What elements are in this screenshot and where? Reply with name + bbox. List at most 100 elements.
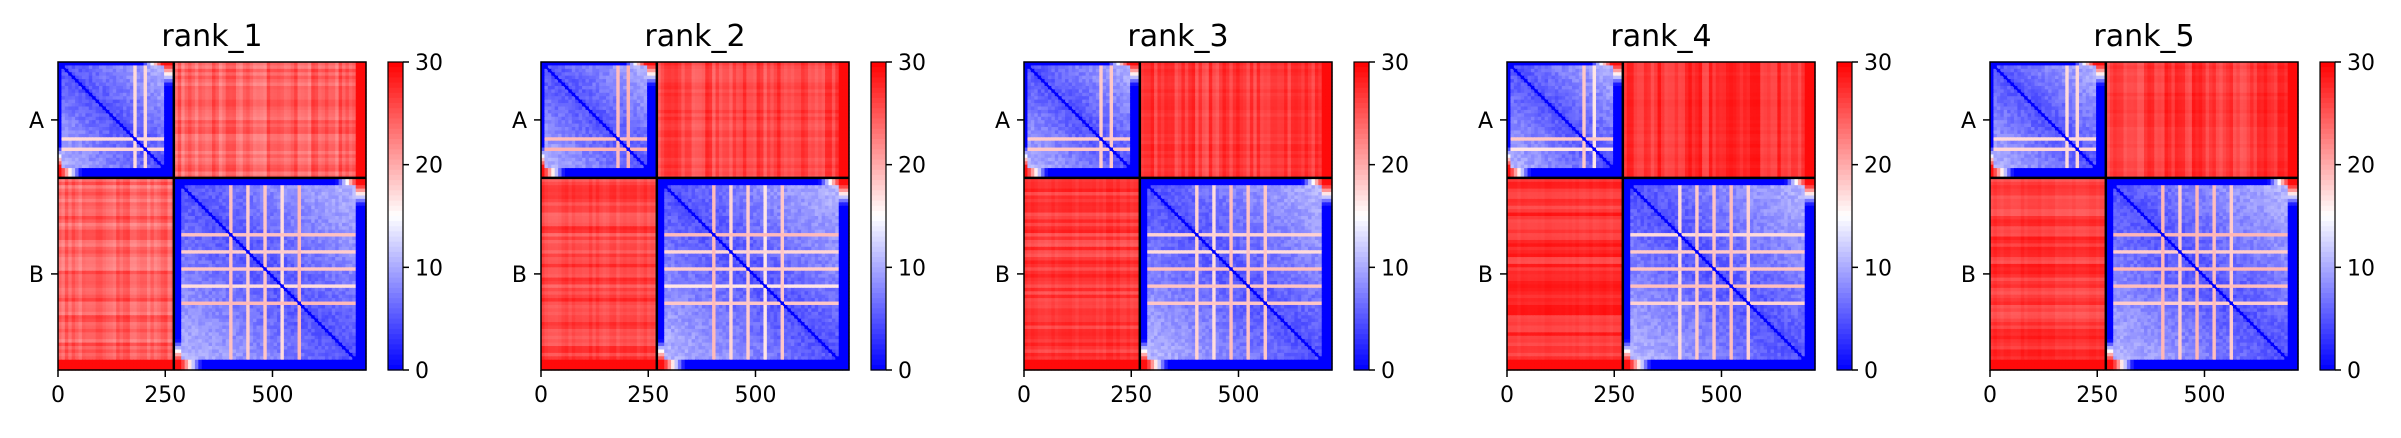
heatmap-cell	[297, 65, 302, 70]
heatmap-cell	[123, 72, 128, 77]
heatmap-cell	[342, 123, 347, 128]
heatmap-cell	[157, 130, 162, 135]
heatmap-cell	[58, 219, 63, 224]
heatmap-cell	[222, 116, 227, 121]
heatmap-cell	[198, 68, 203, 73]
heatmap-cell	[205, 185, 210, 190]
heatmap-cell	[81, 171, 86, 176]
heatmap-cell	[95, 75, 100, 80]
heatmap-cell	[95, 226, 100, 231]
heatmap-cell	[342, 229, 347, 234]
heatmap-cell	[81, 120, 86, 125]
heatmap-cell	[318, 75, 323, 80]
heatmap-cell	[259, 226, 264, 231]
heatmap-cell	[338, 130, 343, 135]
heatmap-cell	[342, 120, 347, 125]
heatmap-cell	[177, 65, 182, 70]
heatmap-cell	[283, 62, 288, 67]
heatmap-cell	[88, 246, 93, 251]
heatmap-cell	[205, 109, 210, 114]
heatmap-cell	[116, 171, 121, 176]
heatmap-cell	[95, 120, 100, 125]
heatmap-cell	[242, 202, 247, 207]
heatmap-cell	[174, 140, 179, 145]
heatmap-cell	[297, 79, 302, 84]
heatmap-cell	[362, 144, 367, 149]
heatmap-cell	[273, 154, 278, 159]
heatmap-cell	[338, 75, 343, 80]
heatmap-cell	[129, 212, 134, 217]
heatmap-cell	[136, 72, 141, 77]
heatmap-cell	[123, 157, 128, 162]
heatmap-cell	[109, 133, 114, 138]
heatmap-cell	[133, 127, 138, 132]
heatmap-cell	[61, 109, 66, 114]
heatmap-cell	[194, 109, 199, 114]
heatmap-cell	[164, 123, 169, 128]
heatmap-cell	[242, 140, 247, 145]
heatmap-cell	[126, 195, 131, 200]
heatmap-cell	[225, 68, 230, 73]
heatmap-cell	[246, 123, 251, 128]
heatmap-cell	[232, 233, 237, 238]
heatmap-cell	[324, 185, 329, 190]
heatmap-cell	[338, 103, 343, 108]
heatmap-cell	[150, 72, 155, 77]
heatmap-cell	[270, 185, 275, 190]
heatmap-cell	[116, 62, 121, 67]
heatmap-cell	[68, 202, 73, 207]
heatmap-cell	[229, 236, 234, 241]
heatmap-cell	[191, 123, 196, 128]
heatmap-cell	[311, 85, 316, 90]
heatmap-cell	[129, 106, 134, 111]
heatmap-cell	[345, 226, 350, 231]
heatmap-cell	[300, 181, 305, 186]
heatmap-cell	[126, 144, 131, 149]
heatmap-cell	[212, 246, 217, 251]
heatmap-cell	[164, 99, 169, 104]
heatmap-cell	[164, 198, 169, 203]
heatmap-cell	[116, 226, 121, 231]
heatmap-cell	[133, 168, 138, 173]
heatmap-cell	[335, 205, 340, 210]
heatmap-cell	[126, 75, 131, 80]
heatmap-cell	[194, 133, 199, 138]
heatmap-cell	[136, 178, 141, 183]
heatmap-cell	[311, 133, 316, 138]
heatmap-cell	[338, 246, 343, 251]
heatmap-cell	[218, 209, 223, 214]
heatmap-cell	[229, 168, 234, 173]
heatmap-cell	[235, 133, 240, 138]
heatmap-cell	[78, 130, 83, 135]
heatmap-cell	[307, 178, 312, 183]
heatmap-cell	[307, 164, 312, 169]
heatmap-cell	[218, 72, 223, 77]
heatmap-cell	[290, 161, 295, 166]
heatmap-cell	[280, 233, 285, 238]
heatmap-cell	[335, 103, 340, 108]
heatmap-cell	[208, 133, 213, 138]
heatmap-cell	[273, 65, 278, 70]
heatmap-cell	[109, 123, 114, 128]
heatmap-cell	[232, 185, 237, 190]
heatmap-cell	[198, 212, 203, 217]
heatmap-cell	[157, 239, 162, 244]
heatmap-cell	[277, 140, 282, 145]
heatmap-cell	[335, 89, 340, 94]
heatmap-cell	[105, 85, 110, 90]
heatmap-cell	[119, 250, 124, 255]
heatmap-cell	[342, 198, 347, 203]
heatmap-cell	[222, 144, 227, 149]
heatmap-cell	[259, 229, 264, 234]
heatmap-cell	[212, 75, 217, 80]
heatmap-cell	[359, 113, 364, 118]
heatmap-cell	[212, 157, 217, 162]
heatmap-cell	[277, 120, 282, 125]
heatmap-cell	[249, 140, 254, 145]
heatmap-cell	[129, 168, 134, 173]
heatmap-cell	[321, 154, 326, 159]
heatmap-cell	[328, 65, 333, 70]
heatmap-cell	[331, 188, 336, 193]
heatmap-cell	[335, 147, 340, 152]
heatmap-cell	[345, 120, 350, 125]
